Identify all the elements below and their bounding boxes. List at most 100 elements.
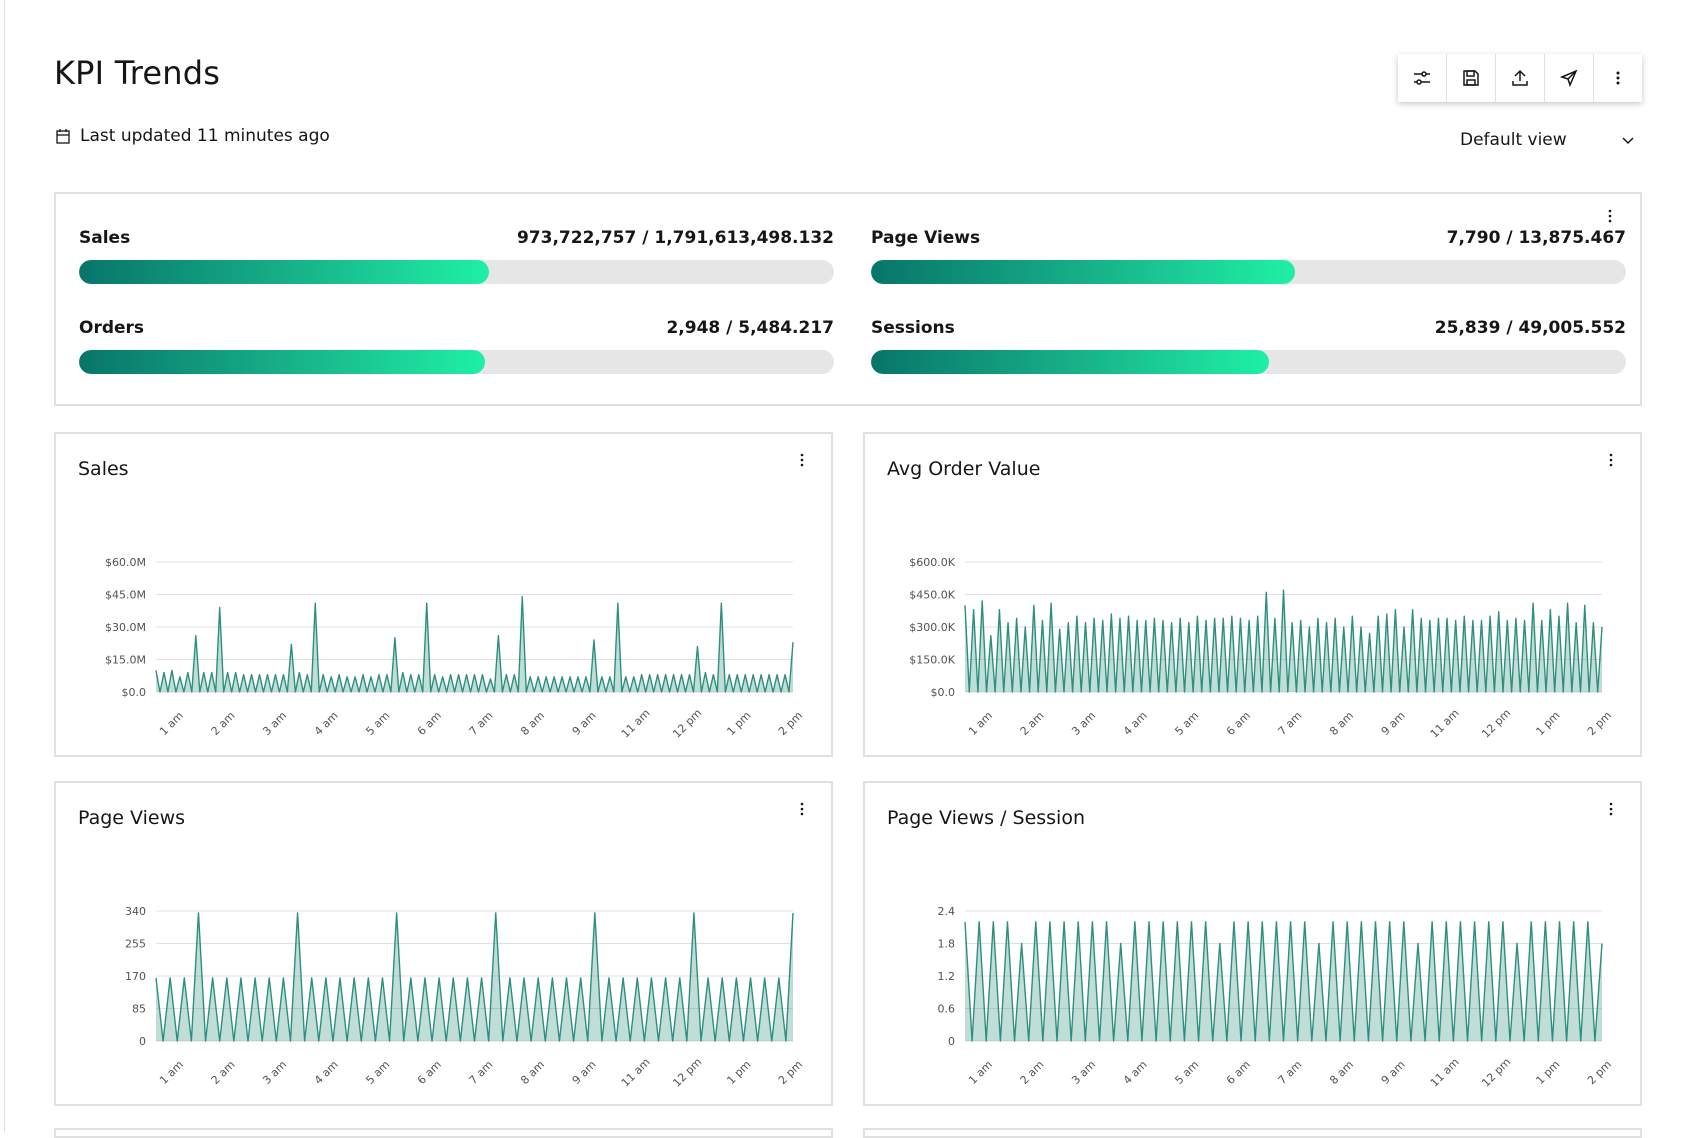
overflow-menu-icon [1616,71,1620,85]
x-tick-label: 6 am [1224,709,1253,738]
export-button[interactable] [1496,54,1545,102]
x-tick-label: 7 am [467,1058,496,1087]
x-tick-label: 9 am [570,1058,599,1087]
x-tick-label: 2 pm [776,709,805,738]
x-tick-label: 2 am [1018,709,1047,738]
y-tick-label: $45.0M [105,589,146,602]
x-tick-label: 1 pm [724,1058,753,1087]
calendar-icon [56,128,70,144]
kpi-value: 25,839 / 49,005.552 [1434,318,1626,338]
y-tick-label: 340 [125,905,146,918]
kpi-sales: Sales 973,722,757 / 1,791,613,498.132 [79,228,834,284]
kpi-progress-card: Sales 973,722,757 / 1,791,613,498.132 Pa… [54,192,1642,406]
chart-title: Page Views / Session [887,807,1085,829]
x-tick-label: 3 am [260,1058,289,1087]
series-area [965,921,1602,1041]
overflow-menu-icon [800,453,804,467]
x-tick-label: 4 am [312,1058,341,1087]
x-tick-label: 2 pm [1585,709,1614,738]
chart-card-page-views: Page Views 0 85 170 255 340 1 am 2 am 3 am 4 am 5… [54,781,833,1106]
x-tick-label: 9 am [1379,1058,1408,1087]
view-dropdown-value: Default view [1460,130,1567,150]
more-button[interactable] [1594,54,1642,102]
series-line [155,595,794,693]
x-tick-label: 1 pm [724,709,753,738]
share-button[interactable] [1545,54,1594,102]
chart-menu-button[interactable] [1603,450,1619,470]
y-tick-label: 2.4 [938,905,956,918]
x-tick-label: 1 am [157,1058,186,1087]
kpi-card-menu-button[interactable] [1602,206,1618,226]
x-tick-label: 5 am [363,1058,392,1087]
kpi-label: Sales [79,228,131,248]
x-tick-label: 1 am [966,1058,995,1087]
chart-title: Page Views [78,807,186,829]
series-line [964,589,1603,693]
x-tick-label: 2 am [209,709,238,738]
y-tick-label: 255 [125,938,146,951]
y-tick-label: 0 [139,1035,146,1048]
last-updated: Last updated 11 minutes ago [56,126,330,146]
x-tick-label: 7 am [1276,1058,1305,1087]
series-area [156,596,793,692]
view-dropdown[interactable]: Default view [1460,126,1642,154]
page-title: KPI Trends [54,54,221,92]
kpi-label: Sessions [871,318,955,338]
kpi-progress-fill [79,260,490,284]
send-icon [1559,69,1578,88]
x-tick-label: 5 am [1172,1058,1201,1087]
page-views-chart: 0 85 170 255 340 1 am 2 am 3 am 4 am 5 am 6 am 7 am… [125,905,805,1090]
y-tick-label: $30.0M [105,621,146,634]
chart-menu-button[interactable] [794,799,810,819]
chart-menu-button[interactable] [1603,799,1619,819]
chart-card-page-views-per-session: Page Views / Session 0 0.6 1.2 1.8 2.4 1 am 2 … [863,781,1642,1106]
chevron-down-icon [1622,137,1634,145]
y-tick-label: $0.0 [931,686,956,699]
save-button[interactable] [1447,54,1496,102]
kpi-progress-track [871,350,1626,374]
x-tick-label: 4 am [312,709,341,738]
y-tick-label: $300.0K [909,621,955,634]
chart-menu-button[interactable] [794,450,810,470]
last-updated-text: Last updated 11 minutes ago [80,126,330,146]
y-tick-label: $60.0M [105,556,146,569]
x-tick-label: 11 am [619,707,653,741]
chart-title: Avg Order Value [887,458,1041,480]
x-tick-label: 8 am [518,709,547,738]
chart-card-avg-order-value: Avg Order Value $0.0 $150.0K $300.0K $450.0… [863,432,1642,757]
series-line [964,921,1603,1042]
x-tick-label: 6 am [415,709,444,738]
x-tick-label: 6 am [415,1058,444,1087]
series-area [965,590,1602,692]
kpi-label: Page Views [871,228,981,248]
filter-settings-button[interactable] [1398,54,1447,102]
save-icon [1463,70,1479,86]
y-tick-label: 85 [132,1003,146,1016]
x-tick-label: 2 pm [1585,1058,1614,1087]
x-tick-label: 8 am [518,1058,547,1087]
x-tick-label: 5 am [1172,709,1201,738]
x-tick-label: 11 am [1428,707,1462,741]
kpi-sessions: Sessions 25,839 / 49,005.552 [871,318,1626,374]
x-tick-label: 1 am [966,709,995,738]
x-tick-label: 7 am [467,709,496,738]
x-tick-label: 11 am [1428,1056,1462,1090]
y-tick-label: $600.0K [909,556,955,569]
x-tick-label: 9 am [1379,709,1408,738]
x-tick-label: 8 am [1327,709,1356,738]
y-tick-label: 1.2 [938,970,956,983]
overflow-menu-icon [1609,802,1613,816]
kpi-progress-fill [79,350,485,374]
x-tick-label: 11 am [619,1056,653,1090]
sales-chart: $0.0 $15.0M $30.0M $45.0M $60.0M 1 am 2 am 3 am… [105,556,805,741]
x-tick-label: 9 am [570,709,599,738]
x-tick-label: 6 am [1224,1058,1253,1087]
y-tick-label: 0.6 [938,1003,956,1016]
x-tick-label: 8 am [1327,1058,1356,1087]
kpi-value: 7,790 / 13,875.467 [1446,228,1626,248]
x-tick-label: 12 pm [1479,706,1513,740]
x-tick-label: 3 am [1069,1058,1098,1087]
x-tick-label: 1 am [157,709,186,738]
x-tick-label: 1 pm [1533,1058,1562,1087]
kpi-page-views: Page Views 7,790 / 13,875.467 [871,228,1626,284]
